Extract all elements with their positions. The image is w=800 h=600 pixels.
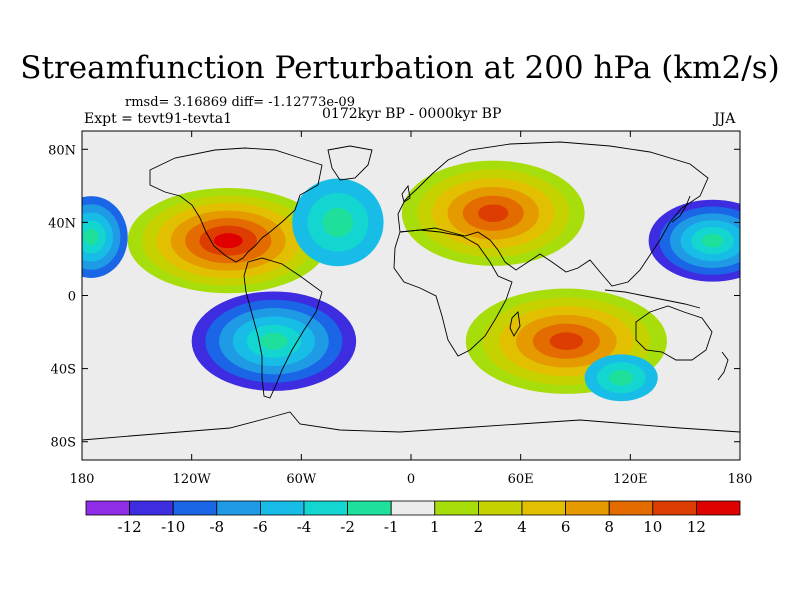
season-label: JJA [714, 111, 736, 127]
colorbar-swatch [303, 500, 348, 516]
anomaly-contour [213, 233, 243, 249]
colorbar-label: -8 [209, 518, 224, 536]
colorbar-label: 12 [687, 518, 706, 536]
anomaly-center [127, 188, 329, 294]
lon-tick-label: 60E [508, 472, 534, 487]
colorbar-label: -1 [384, 518, 399, 536]
colorbar-swatch [565, 500, 610, 516]
coastline-antarctica [82, 411, 740, 441]
coastline-south-america [243, 257, 323, 399]
coastline-australia [635, 305, 713, 361]
colorbar-swatch [172, 500, 218, 516]
colorbar-label: 2 [474, 518, 484, 536]
lon-tick-label: 120W [173, 472, 212, 487]
lat-tick-label: 80N [48, 143, 76, 158]
coastline-indonesia [604, 289, 701, 309]
lat-tick-label: 80S [51, 436, 76, 451]
anomaly-contour [322, 207, 354, 238]
lon-tick-label: 0 [407, 472, 415, 487]
experiment-label: Expt = tevt91-tevta1 [84, 111, 233, 127]
latitude-axis: 80N 40N 0 40S 80S [48, 143, 740, 451]
colorbar-label: 8 [604, 518, 614, 536]
lon-tick-label: 120E [613, 472, 647, 487]
colorbar-swatch [477, 500, 523, 516]
coastline-new-zealand [717, 351, 729, 381]
coastline-greenland [327, 145, 373, 181]
colorbar-swatch [347, 500, 392, 516]
lon-tick-label: 180 [728, 472, 753, 487]
colorbar-swatch [696, 500, 741, 516]
anomaly-center [292, 178, 384, 267]
colorbar-swatch [521, 500, 566, 516]
anomaly-contour [609, 369, 634, 386]
rmsd-diff-stats: rmsd= 3.16869 diff= -1.12773e-09 [125, 95, 355, 110]
anomaly-contour [478, 204, 509, 223]
anomaly-center [648, 199, 740, 282]
time-period-label: 0172kyr BP - 0000kyr BP [322, 106, 502, 122]
colorbar-label: -6 [253, 518, 268, 536]
coastline-japan [671, 195, 691, 223]
longitude-axis: 180 120W 60W 0 60E 120E 180 [70, 131, 753, 487]
anomaly-center [584, 354, 658, 402]
lat-tick-label: 40N [48, 216, 76, 231]
coastlines [82, 141, 740, 441]
colorbar-swatch [608, 500, 654, 516]
colorbar-label: -4 [297, 518, 312, 536]
lon-tick-label: 180 [70, 472, 95, 487]
coastline-north-america [149, 147, 323, 263]
colorbar-swatch [390, 500, 436, 516]
colorbar-swatch [129, 500, 174, 516]
anomaly-contour [549, 332, 584, 350]
colorbar: -12 -10 -8 -6 -4 -2 -1 1 2 4 6 8 10 12 [85, 500, 741, 536]
colorbar-swatch [259, 500, 305, 516]
colorbar-swatch [85, 500, 130, 516]
colorbar-label: 1 [430, 518, 440, 536]
lon-tick-label: 60W [286, 472, 317, 487]
anomaly-center [191, 291, 357, 391]
coastline-uk [401, 184, 411, 203]
anomaly-field [82, 160, 740, 402]
anomaly-contour [83, 228, 99, 246]
plot-title: Streamfunction Perturbation at 200 hPa (… [20, 50, 780, 86]
colorbar-label: 4 [517, 518, 527, 536]
anomaly-contour [701, 233, 724, 248]
colorbar-label: -12 [118, 518, 142, 536]
colorbar-label: 6 [561, 518, 571, 536]
coastline-europe-asia [397, 141, 709, 287]
colorbar-label: 10 [643, 518, 662, 536]
colorbar-swatch [434, 500, 479, 516]
lat-tick-label: 40S [51, 363, 76, 378]
colorbar-label: -2 [340, 518, 355, 536]
colorbar-swatch [652, 500, 697, 516]
coastline-madagascar [509, 311, 521, 337]
map-background [82, 131, 740, 460]
colorbar-swatch [216, 500, 261, 516]
anomaly-center [82, 196, 128, 278]
colorbar-label: -10 [161, 518, 185, 536]
coastline-africa [393, 229, 513, 357]
lat-tick-label: 0 [68, 290, 76, 305]
anomaly-contour [260, 332, 288, 350]
anomaly-center [401, 160, 585, 266]
